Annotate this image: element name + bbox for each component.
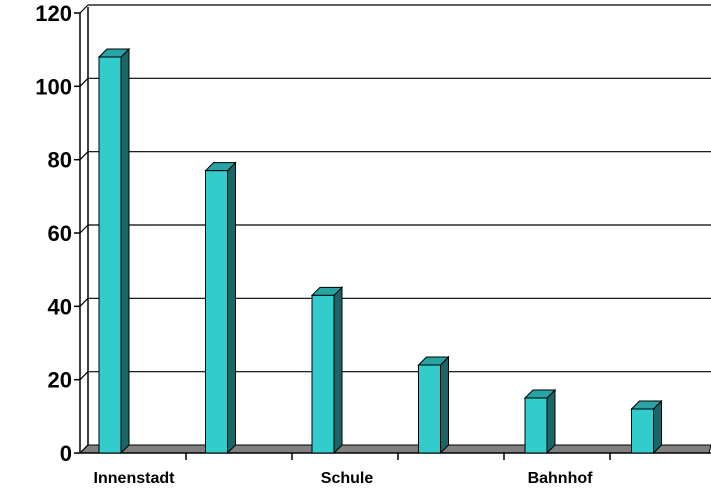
- bar: [97, 47, 131, 455]
- y-tick-label: 100: [35, 74, 72, 99]
- bars: [97, 47, 663, 455]
- bar-front: [418, 364, 441, 454]
- x-tick-label: Bahnhof: [528, 470, 594, 487]
- bar: [310, 286, 344, 455]
- y-tick-connector: [79, 297, 89, 307]
- bar-side: [333, 286, 343, 455]
- y-tick-connector: [79, 371, 89, 381]
- y-tick-labels: 0 20 40 60 80 100 120: [35, 1, 72, 466]
- bar-side: [440, 355, 449, 455]
- bar-side: [546, 388, 556, 455]
- bar-front: [631, 408, 654, 454]
- bar: [204, 161, 237, 455]
- y-tick-label: 0: [60, 441, 72, 466]
- bar-front: [205, 170, 228, 454]
- y-tick-label: 80: [48, 148, 72, 173]
- y-tick-connector: [79, 77, 89, 87]
- chart-floor: [78, 444, 711, 454]
- bar-front: [524, 397, 548, 454]
- bar-side: [120, 47, 130, 455]
- gridlines: [88, 4, 711, 373]
- x-tick-labels: Innenstadt Schule Bahnhof: [94, 470, 594, 487]
- x-tick-label: Schule: [321, 470, 374, 487]
- x-tick-label: Innenstadt: [94, 470, 176, 487]
- y-tick-connector: [79, 151, 89, 161]
- bar: [417, 355, 450, 455]
- bar: [523, 388, 557, 455]
- y-tick-label: 40: [48, 294, 72, 319]
- bar-front: [98, 56, 122, 454]
- bar-front: [311, 294, 335, 454]
- y-tick-label: 20: [48, 368, 72, 393]
- y-tick-connector: [79, 4, 89, 14]
- y-tick-connector: [79, 444, 89, 454]
- y-tick-label: 60: [48, 221, 72, 246]
- bar: [630, 399, 663, 455]
- axes: [74, 4, 711, 460]
- bar-side: [653, 399, 662, 455]
- y-tick-label: 120: [35, 1, 72, 26]
- y-tick-connector: [79, 224, 89, 234]
- bar-side: [227, 161, 236, 455]
